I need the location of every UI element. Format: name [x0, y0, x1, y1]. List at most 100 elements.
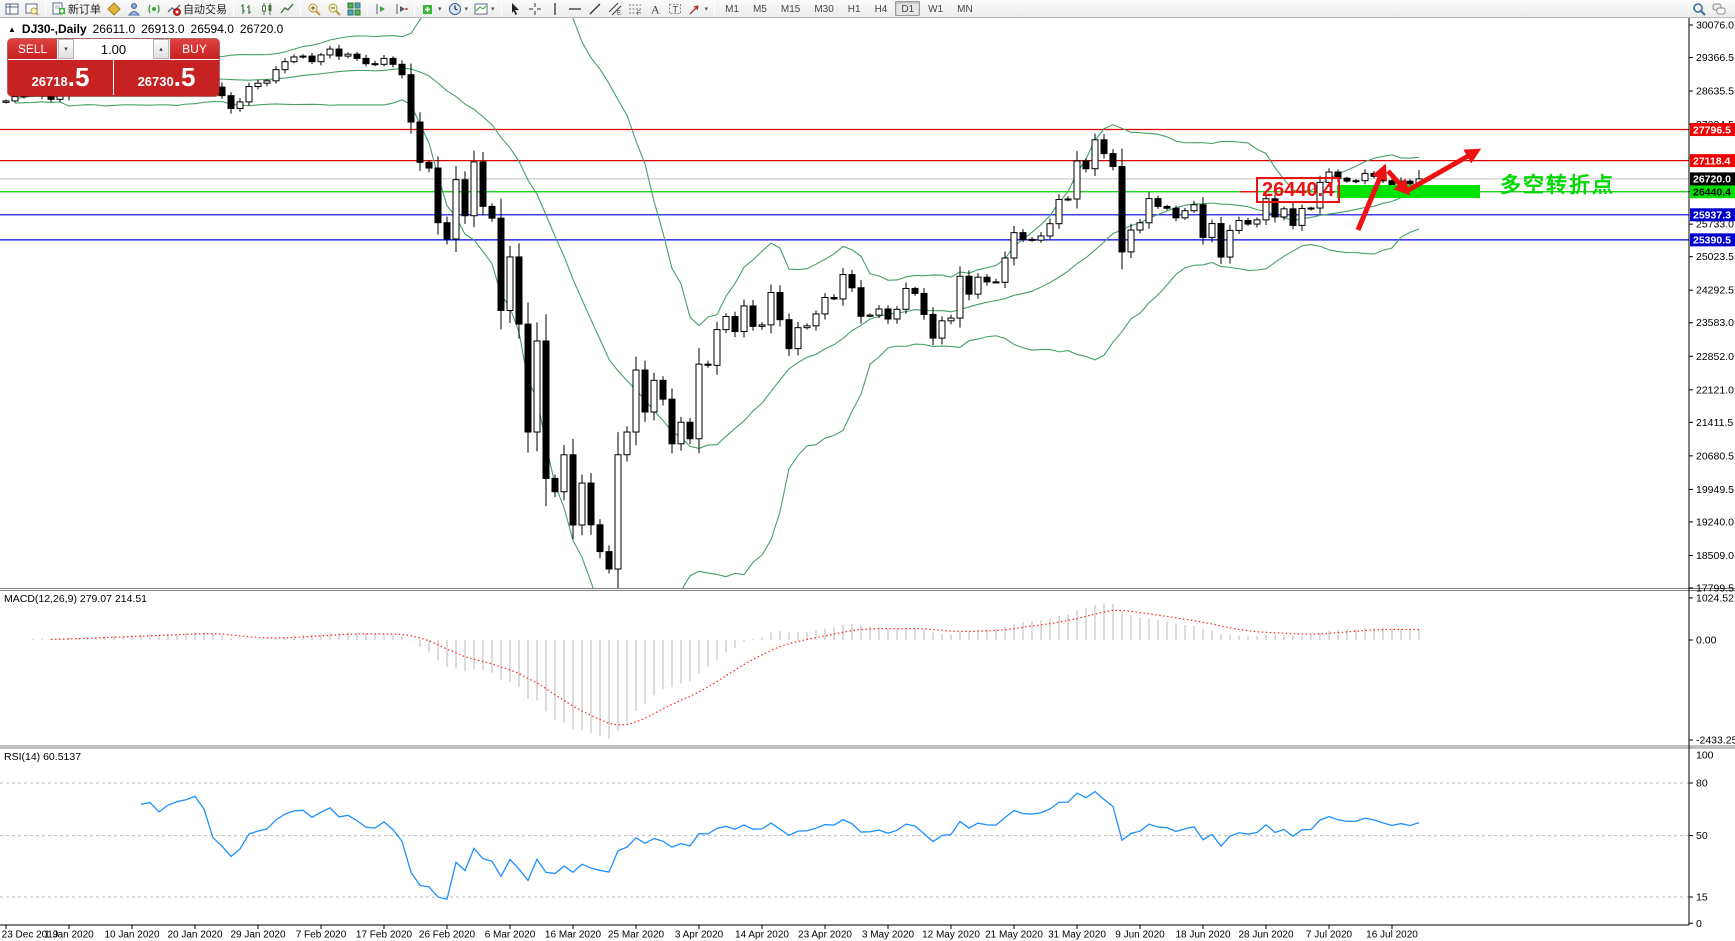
zoom-in-button[interactable] — [304, 1, 324, 17]
chevron-down-icon[interactable]: ▾ — [704, 5, 709, 13]
candle — [11, 96, 19, 102]
price-tick-label: 24292.5 — [1696, 285, 1734, 297]
arrows-icon — [688, 2, 702, 16]
turning-point-annotation[interactable]: 多空转折点 — [1500, 174, 1615, 197]
timeframe-m5-button[interactable]: M5 — [752, 4, 767, 15]
styles-icon — [107, 1, 121, 16]
volume-increase-button[interactable]: ▴ — [153, 39, 169, 59]
trend-arrow-1[interactable] — [1355, 163, 1388, 231]
date-label: 28 Jun 2020 — [1238, 930, 1293, 941]
pivot-green-axis-value: 26440.4 — [1693, 187, 1731, 199]
chat-button[interactable] — [1709, 1, 1729, 17]
candle — [398, 63, 406, 76]
candle — [632, 369, 640, 433]
line-chart-button[interactable] — [277, 1, 297, 17]
expert-advisors-button[interactable] — [124, 1, 144, 17]
date-label: 3 May 2020 — [862, 930, 915, 941]
candle — [272, 69, 280, 82]
cursor-button[interactable] — [505, 1, 525, 17]
price-level-annotation-box[interactable]: 26440.4 — [1256, 177, 1341, 203]
date-label: 18 Jun 2020 — [1175, 930, 1230, 941]
timeframe-d1-button[interactable]: D1 — [895, 1, 921, 16]
cursor-icon — [508, 2, 522, 16]
price-tick-label: 21411.5 — [1696, 417, 1733, 429]
styles-button[interactable] — [104, 1, 124, 17]
timeframe-w1-button[interactable]: W1 — [928, 4, 944, 15]
candle — [623, 431, 631, 456]
candle — [1217, 223, 1225, 258]
timeframe-h4-button[interactable]: H4 — [874, 4, 888, 15]
chart-shift-button[interactable] — [391, 1, 411, 17]
candle — [1073, 160, 1081, 200]
horizontal-line-button[interactable] — [565, 1, 585, 17]
timeframe-m15-button[interactable]: M15 — [780, 4, 801, 15]
trendline-button[interactable] — [585, 1, 605, 17]
crosshair-icon — [528, 2, 542, 16]
toolbar-separator — [45, 1, 46, 16]
templates-button[interactable]: ▾ — [471, 1, 498, 17]
buy-button[interactable]: BUY — [170, 39, 219, 59]
text-icon: A — [648, 2, 662, 16]
candle — [506, 256, 514, 311]
volume-decrease-button[interactable]: ▾ — [58, 39, 74, 59]
chevron-down-icon[interactable]: ▾ — [438, 5, 442, 13]
sell-button[interactable]: SELL — [8, 39, 57, 59]
tile-windows-button[interactable] — [344, 1, 364, 17]
chevron-down-icon[interactable]: ▾ — [491, 5, 495, 13]
buy-price[interactable]: 26730 .5 — [114, 60, 219, 95]
new-chart-button[interactable]: ▾ — [418, 1, 445, 17]
bar-chart-button[interactable] — [237, 1, 257, 17]
equidistant-channel-button[interactable]: E — [605, 1, 625, 17]
signals-icon — [147, 2, 161, 16]
rsi-line — [140, 790, 1420, 901]
new-order-button[interactable]: 新订单 — [49, 1, 104, 17]
timeframe-m1-button[interactable]: M1 — [725, 4, 739, 15]
search-button[interactable] — [1689, 1, 1709, 17]
chart-canvas[interactable]: 1024.52 0.00 -2433.25 100 80 50 15 0 30076.0 2936… — [0, 18, 1735, 941]
macd-panel — [14, 603, 1420, 739]
periods-button[interactable]: ▾ — [445, 1, 472, 17]
sell-price[interactable]: 26718 .5 — [8, 60, 114, 95]
timeframe-h1-button[interactable]: H1 — [847, 4, 861, 15]
fibonacci-button[interactable]: F — [625, 1, 645, 17]
candle — [1199, 204, 1207, 238]
candle — [929, 313, 937, 339]
data-window-button[interactable] — [22, 1, 42, 17]
candle — [614, 454, 622, 570]
arrows-button[interactable]: ▾ — [685, 1, 712, 17]
timeframe-m30-button[interactable]: M30 — [814, 4, 834, 15]
candle — [488, 205, 496, 219]
candle — [1145, 198, 1153, 224]
vertical-line-button[interactable] — [545, 1, 565, 17]
candle — [1262, 198, 1270, 221]
zoom-out-button[interactable] — [324, 1, 344, 17]
candle — [1307, 207, 1315, 210]
candle — [1406, 180, 1414, 185]
auto-scroll-button[interactable] — [371, 1, 391, 17]
candle — [830, 296, 838, 300]
chevron-down-icon[interactable]: ▾ — [464, 5, 469, 13]
auto-trading-button[interactable]: 自动交易 — [164, 1, 230, 17]
trend-arrow-3[interactable] — [1403, 148, 1482, 195]
horizontal-line-icon — [568, 2, 582, 16]
date-label: 21 May 2020 — [985, 930, 1043, 941]
market-watch-button[interactable] — [2, 1, 22, 17]
volume-value[interactable]: 1.00 — [100, 41, 127, 57]
candle — [1163, 205, 1171, 209]
buy-price-main: 26730 — [137, 74, 174, 89]
candle — [497, 217, 505, 311]
svg-text:A: A — [651, 2, 660, 16]
candle — [902, 287, 910, 310]
date-label: 29 Jan 2020 — [230, 930, 285, 941]
timeframe-mn-button[interactable]: MN — [957, 4, 973, 15]
candle — [47, 94, 55, 100]
rsi-axis-label: 0 — [1696, 918, 1702, 930]
candle — [56, 95, 64, 100]
text-label-button[interactable]: T — [665, 1, 685, 17]
trend-arrow-2[interactable] — [1386, 169, 1411, 196]
crosshair-button[interactable] — [525, 1, 545, 17]
candlestick-chart-button[interactable] — [257, 1, 277, 17]
support-upper-axis-value: 25937.3 — [1693, 210, 1731, 222]
signals-button[interactable] — [144, 1, 164, 17]
text-button[interactable]: A — [645, 1, 665, 17]
